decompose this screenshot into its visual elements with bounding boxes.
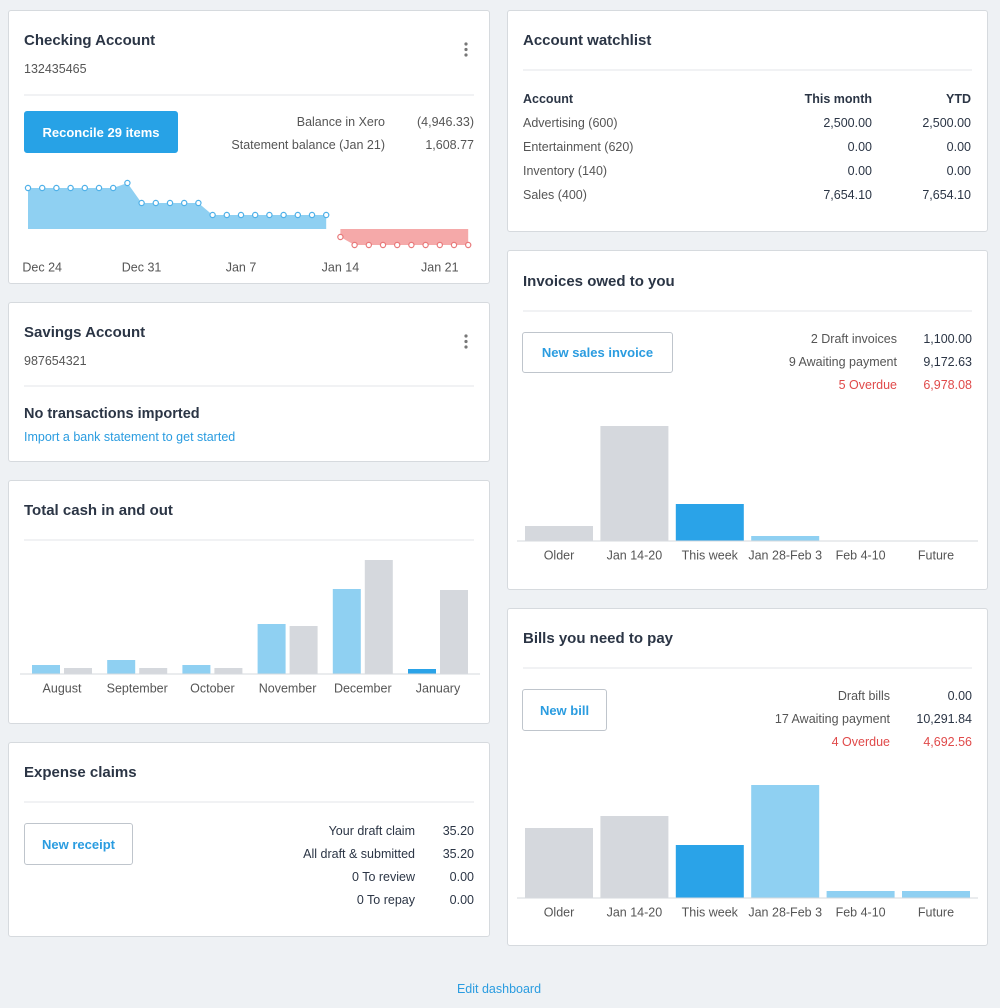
reconcile-button[interactable]: Reconcile 29 items (24, 111, 178, 153)
account-number: 132435465 (24, 62, 87, 76)
new-invoice-button[interactable]: New sales invoice (522, 332, 673, 373)
row-label: Balance in Xero (296, 115, 385, 129)
ytd-value: 0.00 (946, 140, 971, 154)
row-value: 9,172.63 (923, 355, 972, 369)
row-value: 0.00 (947, 689, 972, 703)
column-header: Account (523, 92, 573, 106)
ytd-value: 2,500.00 (922, 116, 971, 130)
account-name: Inventory (140) (523, 164, 608, 178)
card-title: Expense claims (24, 764, 137, 781)
month-value: 0.00 (847, 140, 872, 154)
row-label: 17 Awaiting payment (774, 712, 890, 726)
card-title: Bills you need to pay (523, 630, 674, 647)
row-value: 6,978.08 (923, 378, 972, 392)
cash-card (8, 480, 490, 724)
row-value: 0.00 (449, 870, 474, 884)
row-value: 35.20 (442, 847, 474, 861)
row-label: 0 To review (352, 870, 415, 884)
month-value: 7,654.10 (823, 188, 872, 202)
row-label: 0 To repay (356, 893, 415, 907)
column-header: This month (804, 92, 872, 106)
row-value: 1,100.00 (923, 332, 972, 346)
import-link[interactable]: Import a bank statement to get started (24, 430, 236, 444)
row-label: Your draft claim (328, 824, 415, 838)
card-title: Checking Account (24, 32, 156, 49)
row-label: Draft bills (837, 689, 890, 703)
column-header: YTD (946, 92, 971, 106)
row-label: 9 Awaiting payment (788, 355, 897, 369)
watchlist-card (507, 10, 988, 232)
month-value: 2,500.00 (823, 116, 872, 130)
row-value: 35.20 (442, 824, 474, 838)
ytd-value: 7,654.10 (922, 188, 971, 202)
account-name: Advertising (600) (523, 116, 618, 130)
row-value: 4,692.56 (923, 735, 972, 749)
new-bill-button[interactable]: New bill (522, 689, 607, 731)
account-name: Sales (400) (523, 188, 587, 202)
bills-card (507, 608, 988, 946)
row-label: All draft & submitted (303, 847, 415, 861)
row-label: 4 Overdue (831, 735, 890, 749)
savings-card (8, 302, 490, 462)
account-name: Entertainment (620) (523, 140, 634, 154)
row-value: 1,608.77 (425, 138, 474, 152)
card-title: Savings Account (24, 324, 146, 341)
card-title: Account watchlist (523, 32, 652, 49)
row-value: 0.00 (449, 893, 474, 907)
row-value: (4,946.33) (417, 115, 474, 129)
account-number: 987654321 (24, 354, 87, 368)
row-label: Statement balance (Jan 21) (231, 138, 385, 152)
month-value: 0.00 (847, 164, 872, 178)
row-value: 10,291.84 (916, 712, 972, 726)
message: No transactions imported (24, 406, 200, 422)
row-label: 5 Overdue (838, 378, 897, 392)
edit-dashboard-link[interactable]: Edit dashboard (456, 982, 542, 996)
invoices-card (507, 250, 988, 590)
new-receipt-button[interactable]: New receipt (24, 823, 133, 865)
card-title: Total cash in and out (24, 502, 173, 519)
ytd-value: 0.00 (946, 164, 971, 178)
row-label: 2 Draft invoices (810, 332, 897, 346)
card-title: Invoices owed to you (523, 273, 675, 290)
